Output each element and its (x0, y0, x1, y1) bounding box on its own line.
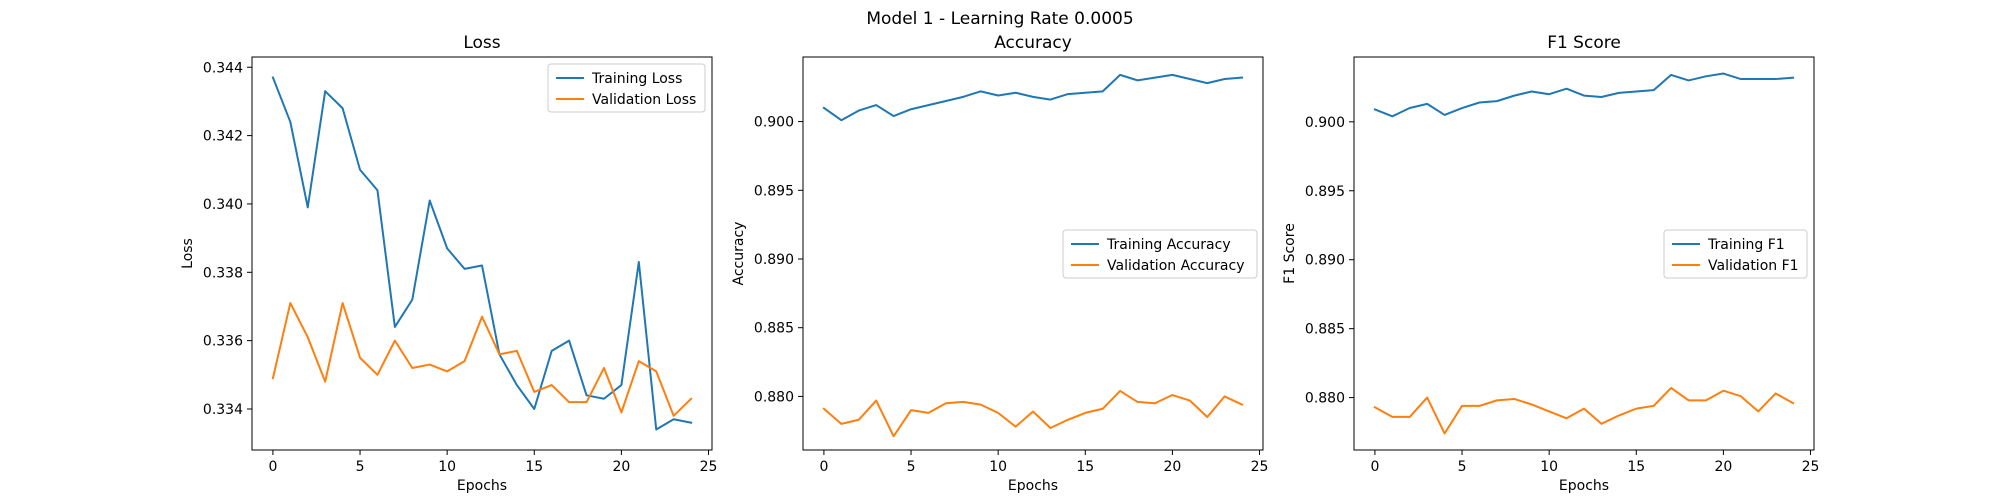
accuracy-x-tick-label: 10 (989, 459, 1007, 475)
f1-x-tick-label: 25 (1802, 459, 1820, 475)
accuracy-x-tick-label: 5 (907, 459, 916, 475)
accuracy-x-tick-label: 15 (1076, 459, 1094, 475)
f1-x-axis-label: Epochs (1559, 478, 1609, 494)
f1-x-tick-label: 0 (1370, 459, 1379, 475)
loss-x-tick-label: 20 (612, 459, 630, 475)
loss-y-ticks: 0.334 0.336 0.338 0.340 0.342 0.344 (203, 60, 252, 418)
accuracy-x-tick-label: 0 (819, 459, 828, 475)
accuracy-y-tick-label: 0.890 (754, 252, 794, 268)
accuracy-x-tick-label: 25 (1251, 459, 1269, 475)
loss-legend: Training Loss Validation Loss (547, 63, 706, 113)
loss-x-tick-label: 25 (700, 459, 718, 475)
accuracy-y-tick-label: 0.895 (754, 183, 794, 199)
accuracy-axes-frame (802, 56, 1264, 451)
accuracy-series-line-validation (822, 389, 1244, 438)
f1-axes-frame (1353, 56, 1815, 451)
f1-title: F1 Score (1547, 33, 1621, 53)
accuracy-x-tick-label: 20 (1163, 459, 1181, 475)
loss-series-line-training (271, 76, 693, 431)
accuracy-y-ticks: 0.880 0.885 0.890 0.895 0.900 (754, 115, 803, 405)
loss-x-ticks: 0 5 10 15 20 25 (268, 450, 717, 475)
loss-y-tick-label: 0.344 (203, 60, 243, 76)
loss-y-axis-label: Loss (180, 238, 196, 269)
f1-x-tick-label: 5 (1458, 459, 1467, 475)
accuracy-legend-label-validation: Validation Accuracy (1107, 258, 1245, 274)
loss-x-tick-label: 15 (525, 459, 543, 475)
f1-x-ticks: 0 5 10 15 20 25 (1370, 450, 1819, 475)
f1-y-tick-label: 0.900 (1305, 115, 1345, 131)
accuracy-y-tick-label: 0.900 (754, 115, 794, 131)
f1-legend: Training F1 Validation F1 (1663, 229, 1808, 279)
accuracy-x-ticks: 0 5 10 15 20 25 (819, 450, 1268, 475)
f1-series-group (1373, 72, 1795, 435)
f1-legend-label-training: Training F1 (1707, 237, 1785, 253)
loss-y-tick-label: 0.342 (203, 129, 243, 145)
accuracy-legend-box (1062, 229, 1258, 279)
f1-y-axis-label: F1 Score (1282, 223, 1298, 284)
loss-x-tick-label: 0 (268, 459, 277, 475)
accuracy-series-line-training (822, 73, 1244, 122)
loss-y-tick-label: 0.338 (203, 265, 243, 281)
f1-x-tick-label: 15 (1627, 459, 1645, 475)
loss-y-tick-label: 0.334 (203, 402, 243, 418)
accuracy-y-axis-label: Accuracy (731, 222, 747, 286)
f1-y-tick-label: 0.880 (1305, 391, 1345, 407)
figure-suptitle: Model 1 - Learning Rate 0.0005 (866, 9, 1133, 29)
f1-y-tick-label: 0.895 (1305, 184, 1345, 200)
accuracy-x-axis-label: Epochs (1008, 478, 1058, 494)
f1-y-ticks: 0.880 0.885 0.890 0.895 0.900 (1305, 115, 1354, 407)
loss-y-tick-label: 0.336 (203, 334, 243, 350)
accuracy-legend: Training Accuracy Validation Accuracy (1062, 229, 1258, 279)
accuracy-series-group (822, 73, 1244, 438)
f1-series-line-validation (1373, 386, 1795, 435)
loss-title: Loss (463, 33, 500, 53)
f1-series-line-training (1373, 72, 1795, 118)
f1-x-tick-label: 20 (1714, 459, 1732, 475)
loss-legend-box (547, 63, 706, 113)
loss-y-tick-label: 0.340 (203, 197, 243, 213)
loss-x-tick-label: 10 (438, 459, 456, 475)
loss-legend-label-validation: Validation Loss (592, 92, 696, 108)
loss-x-tick-label: 5 (356, 459, 365, 475)
loss-series-group (271, 76, 693, 431)
f1-legend-label-validation: Validation F1 (1708, 258, 1799, 274)
loss-x-axis-label: Epochs (457, 478, 507, 494)
f1-x-tick-label: 10 (1540, 459, 1558, 475)
accuracy-legend-label-training: Training Accuracy (1106, 237, 1231, 253)
f1-y-tick-label: 0.890 (1305, 253, 1345, 269)
accuracy-y-tick-label: 0.885 (754, 321, 794, 337)
loss-series-line-validation (271, 302, 693, 417)
loss-legend-label-training: Training Loss (591, 71, 682, 87)
accuracy-title: Accuracy (994, 33, 1072, 53)
loss-axes-frame (251, 56, 713, 451)
accuracy-y-tick-label: 0.880 (754, 389, 794, 405)
f1-y-tick-label: 0.885 (1305, 322, 1345, 338)
